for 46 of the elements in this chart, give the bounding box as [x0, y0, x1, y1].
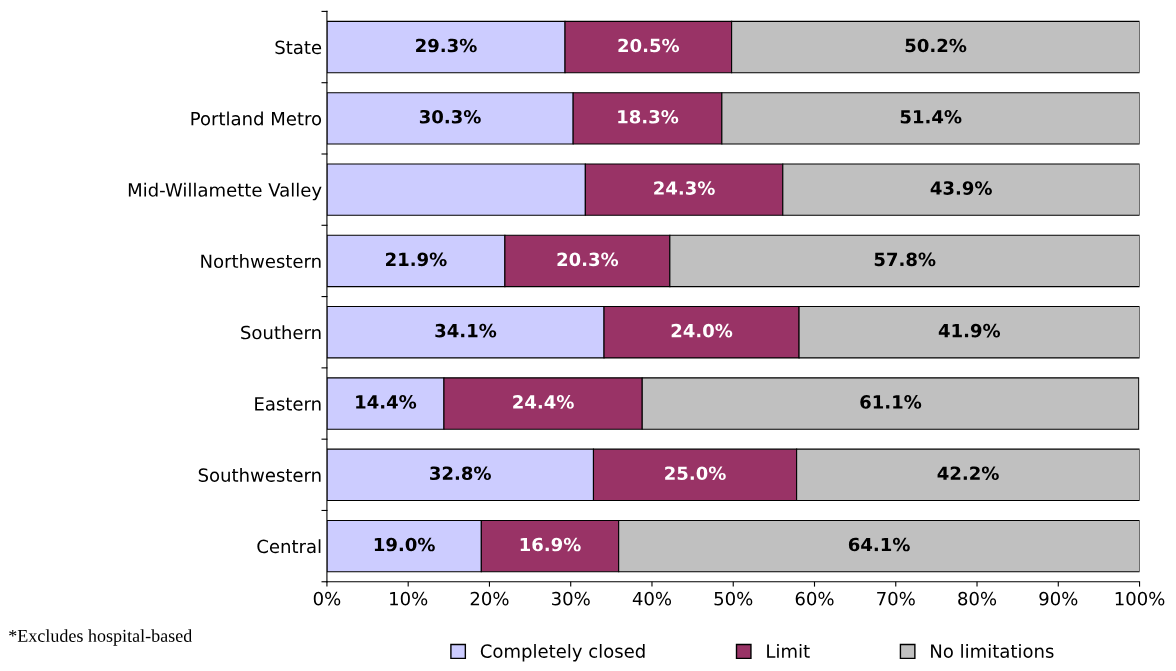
data-label: 20.3% [557, 252, 619, 267]
data-label: 64.1% [848, 537, 910, 552]
y-tick-label: Portland Metro [191, 111, 322, 126]
x-tick-label: 0% [313, 591, 341, 606]
data-label: 29.3% [416, 38, 477, 53]
y-tick-label: Central [257, 539, 321, 554]
legend-label: Completely closed [480, 643, 645, 662]
text: *Excludes hospital-based [9, 629, 193, 646]
x-tick-label: 10% [390, 591, 428, 606]
y-tick-label: Northwestern [201, 254, 321, 269]
y-tick-label: Mid-Willamette Valley [128, 182, 322, 201]
data-label: 24.0% [671, 323, 733, 338]
data-label: 30.3% [419, 109, 481, 124]
data-label: 34.1% [435, 323, 497, 338]
y-tick-label: State [275, 40, 322, 55]
x-tick-label: 90% [1039, 591, 1078, 606]
y-tick-label: Southern [241, 325, 321, 340]
x-tick-label: 100% [1115, 591, 1165, 606]
data-label: 51.4% [900, 109, 962, 124]
data-label: 20.5% [618, 38, 680, 53]
data-label: 43.9% [930, 181, 992, 195]
data-label: 57.8% [874, 252, 936, 267]
data-label: 50.2% [905, 38, 967, 53]
x-tick-label: 80% [958, 591, 997, 606]
x-tick-label: 20% [470, 591, 509, 606]
y-tick-label: Eastern [255, 397, 321, 411]
data-label: 24.4% [513, 395, 574, 409]
y-tick-label: Southwestern [198, 467, 321, 482]
data-label: 16.9% [520, 537, 581, 552]
x-tick-label: 50% [714, 591, 753, 606]
x-tick-label: 60% [795, 591, 834, 606]
data-label: 18.3% [618, 109, 679, 124]
data-label: 61.1% [860, 395, 922, 409]
data-label: 19.0% [374, 537, 435, 552]
data-label: 32.8% [430, 466, 491, 481]
data-label: 25.0% [665, 466, 726, 481]
x-tick-label: 40% [632, 591, 672, 606]
data-label: 41.9% [938, 323, 1001, 338]
data-label: 14.4% [356, 395, 417, 409]
legend-label: Limit [767, 643, 810, 658]
x-tick-label: 70% [877, 591, 915, 606]
legend-label: No limitations [931, 643, 1054, 658]
data-label: 24.3% [654, 181, 715, 195]
x-tick-label: 30% [552, 591, 590, 606]
data-label: 21.9% [386, 252, 447, 267]
data-label: 42.2% [937, 466, 999, 481]
